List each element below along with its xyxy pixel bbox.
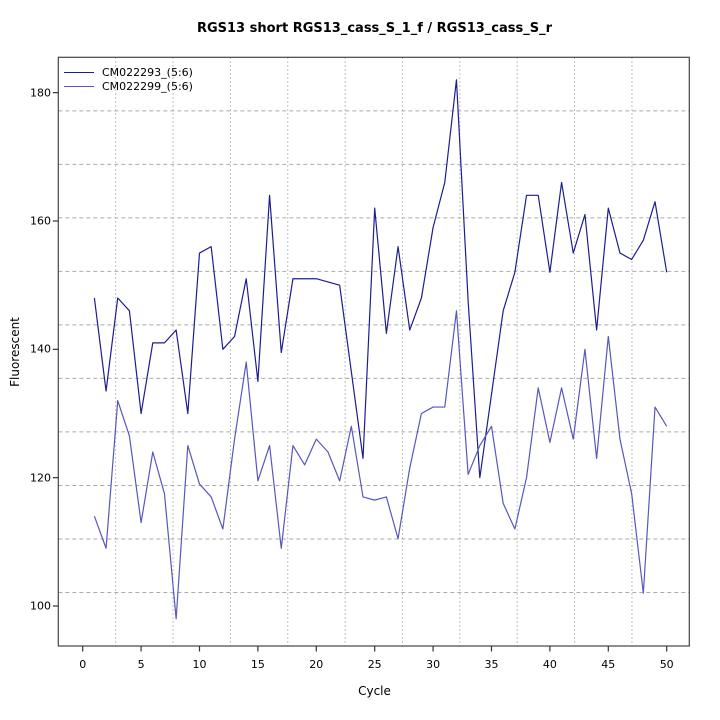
x-tick-label: 5 [137, 658, 145, 671]
legend-item: CM022299_(5:6) [64, 80, 193, 94]
y-axis-label: Fluorescent [8, 317, 22, 387]
legend-line-swatch [64, 72, 94, 74]
y-tick-label: 160 [30, 214, 51, 228]
y-tick-label: 140 [30, 342, 51, 356]
x-axis-label: Cycle [358, 684, 391, 698]
y-tick-label: 180 [30, 86, 51, 100]
x-tick-label: 35 [484, 658, 499, 671]
x-tick-label: 45 [601, 658, 616, 671]
x-tick-label: 50 [659, 658, 674, 671]
legend-line-swatch [64, 85, 94, 87]
y-tick-label: 100 [30, 599, 51, 613]
x-tick-label: 25 [367, 658, 382, 671]
legend-label: CM022299_(5:6) [102, 79, 193, 93]
plot-box [57, 56, 690, 647]
legend-item: CM022293_(5:6) [64, 66, 193, 80]
legend: CM022293_(5:6) CM022299_(5:6) [64, 66, 193, 93]
y-tick-label: 120 [30, 471, 51, 485]
x-tick-label: 40 [542, 658, 557, 671]
series-line-CM022299_(5:6) [93, 310, 668, 620]
x-tick-label: 20 [309, 658, 324, 671]
x-tick-label: 15 [250, 658, 265, 671]
chart-title: RGS13 short RGS13_cass_S_1_f / RGS13_cas… [196, 21, 553, 36]
series-line-CM022293_(5:6) [93, 79, 668, 479]
x-tick-label: 10 [192, 658, 207, 671]
x-tick-label: 30 [426, 658, 441, 671]
x-tick-label: 0 [79, 658, 87, 671]
legend-label: CM022293_(5:6) [102, 66, 193, 80]
